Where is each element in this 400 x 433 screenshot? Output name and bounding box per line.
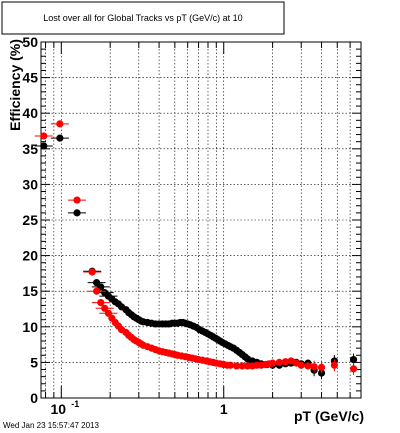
y-tick-label: 5 [30,354,38,370]
data-point [281,358,290,366]
data-point [310,363,318,371]
data-point [40,142,48,150]
data-point [88,268,96,276]
data-point [226,361,235,369]
title-box [1,1,285,35]
y-tick-label: 40 [22,105,38,121]
axis-ticks [41,41,362,399]
series-2 [34,120,358,375]
x-tick-labels: 10 -1 1 [51,399,228,417]
data-point [40,132,48,140]
data-point [275,358,283,366]
x-tick-label-base: 1 [220,401,228,417]
data-point [56,134,64,142]
data-point [349,355,358,364]
y-tick-label: 35 [22,141,38,157]
data-point [104,309,113,317]
y-tick-label: 10 [22,319,38,335]
data-point [232,362,241,370]
x-tick-label-base: 10 [51,401,67,417]
y-tick-label: 0 [30,390,38,406]
timestamp: Wed Jan 23 15:57:47 2013 [3,421,99,430]
y-tick-labels: 0 5 10 15 20 25 30 35 40 45 50 [22,34,38,406]
data-point [238,362,246,370]
data-point [317,363,326,371]
data-point [73,209,81,217]
x-tick-label-exponent: -1 [71,399,79,409]
data-point [304,362,312,370]
data-point [73,196,81,204]
y-tick-label: 30 [22,176,38,192]
y-tick-label: 20 [22,248,38,264]
x-axis-title: pT (GeV/c) [294,408,364,424]
data-point [97,298,105,307]
data-point [93,287,101,295]
y-axis-title: Efficiency (%) [7,39,23,131]
y-tick-label: 45 [22,70,38,86]
data-point [330,361,338,369]
y-tick-label: 50 [22,34,38,50]
data-point [269,359,277,367]
data-point [349,365,358,373]
data-point [297,361,305,369]
data-point [56,120,64,128]
x-tick-label: 10 -1 [51,399,80,417]
data-point [101,304,109,312]
data-series [34,120,358,380]
y-tick-label: 15 [22,283,38,299]
chart-title: Lost over all for Global Tracks vs pT (G… [43,13,242,23]
grid [41,42,362,398]
y-tick-label: 25 [22,212,38,228]
x-tick-label: 1 [220,401,228,417]
